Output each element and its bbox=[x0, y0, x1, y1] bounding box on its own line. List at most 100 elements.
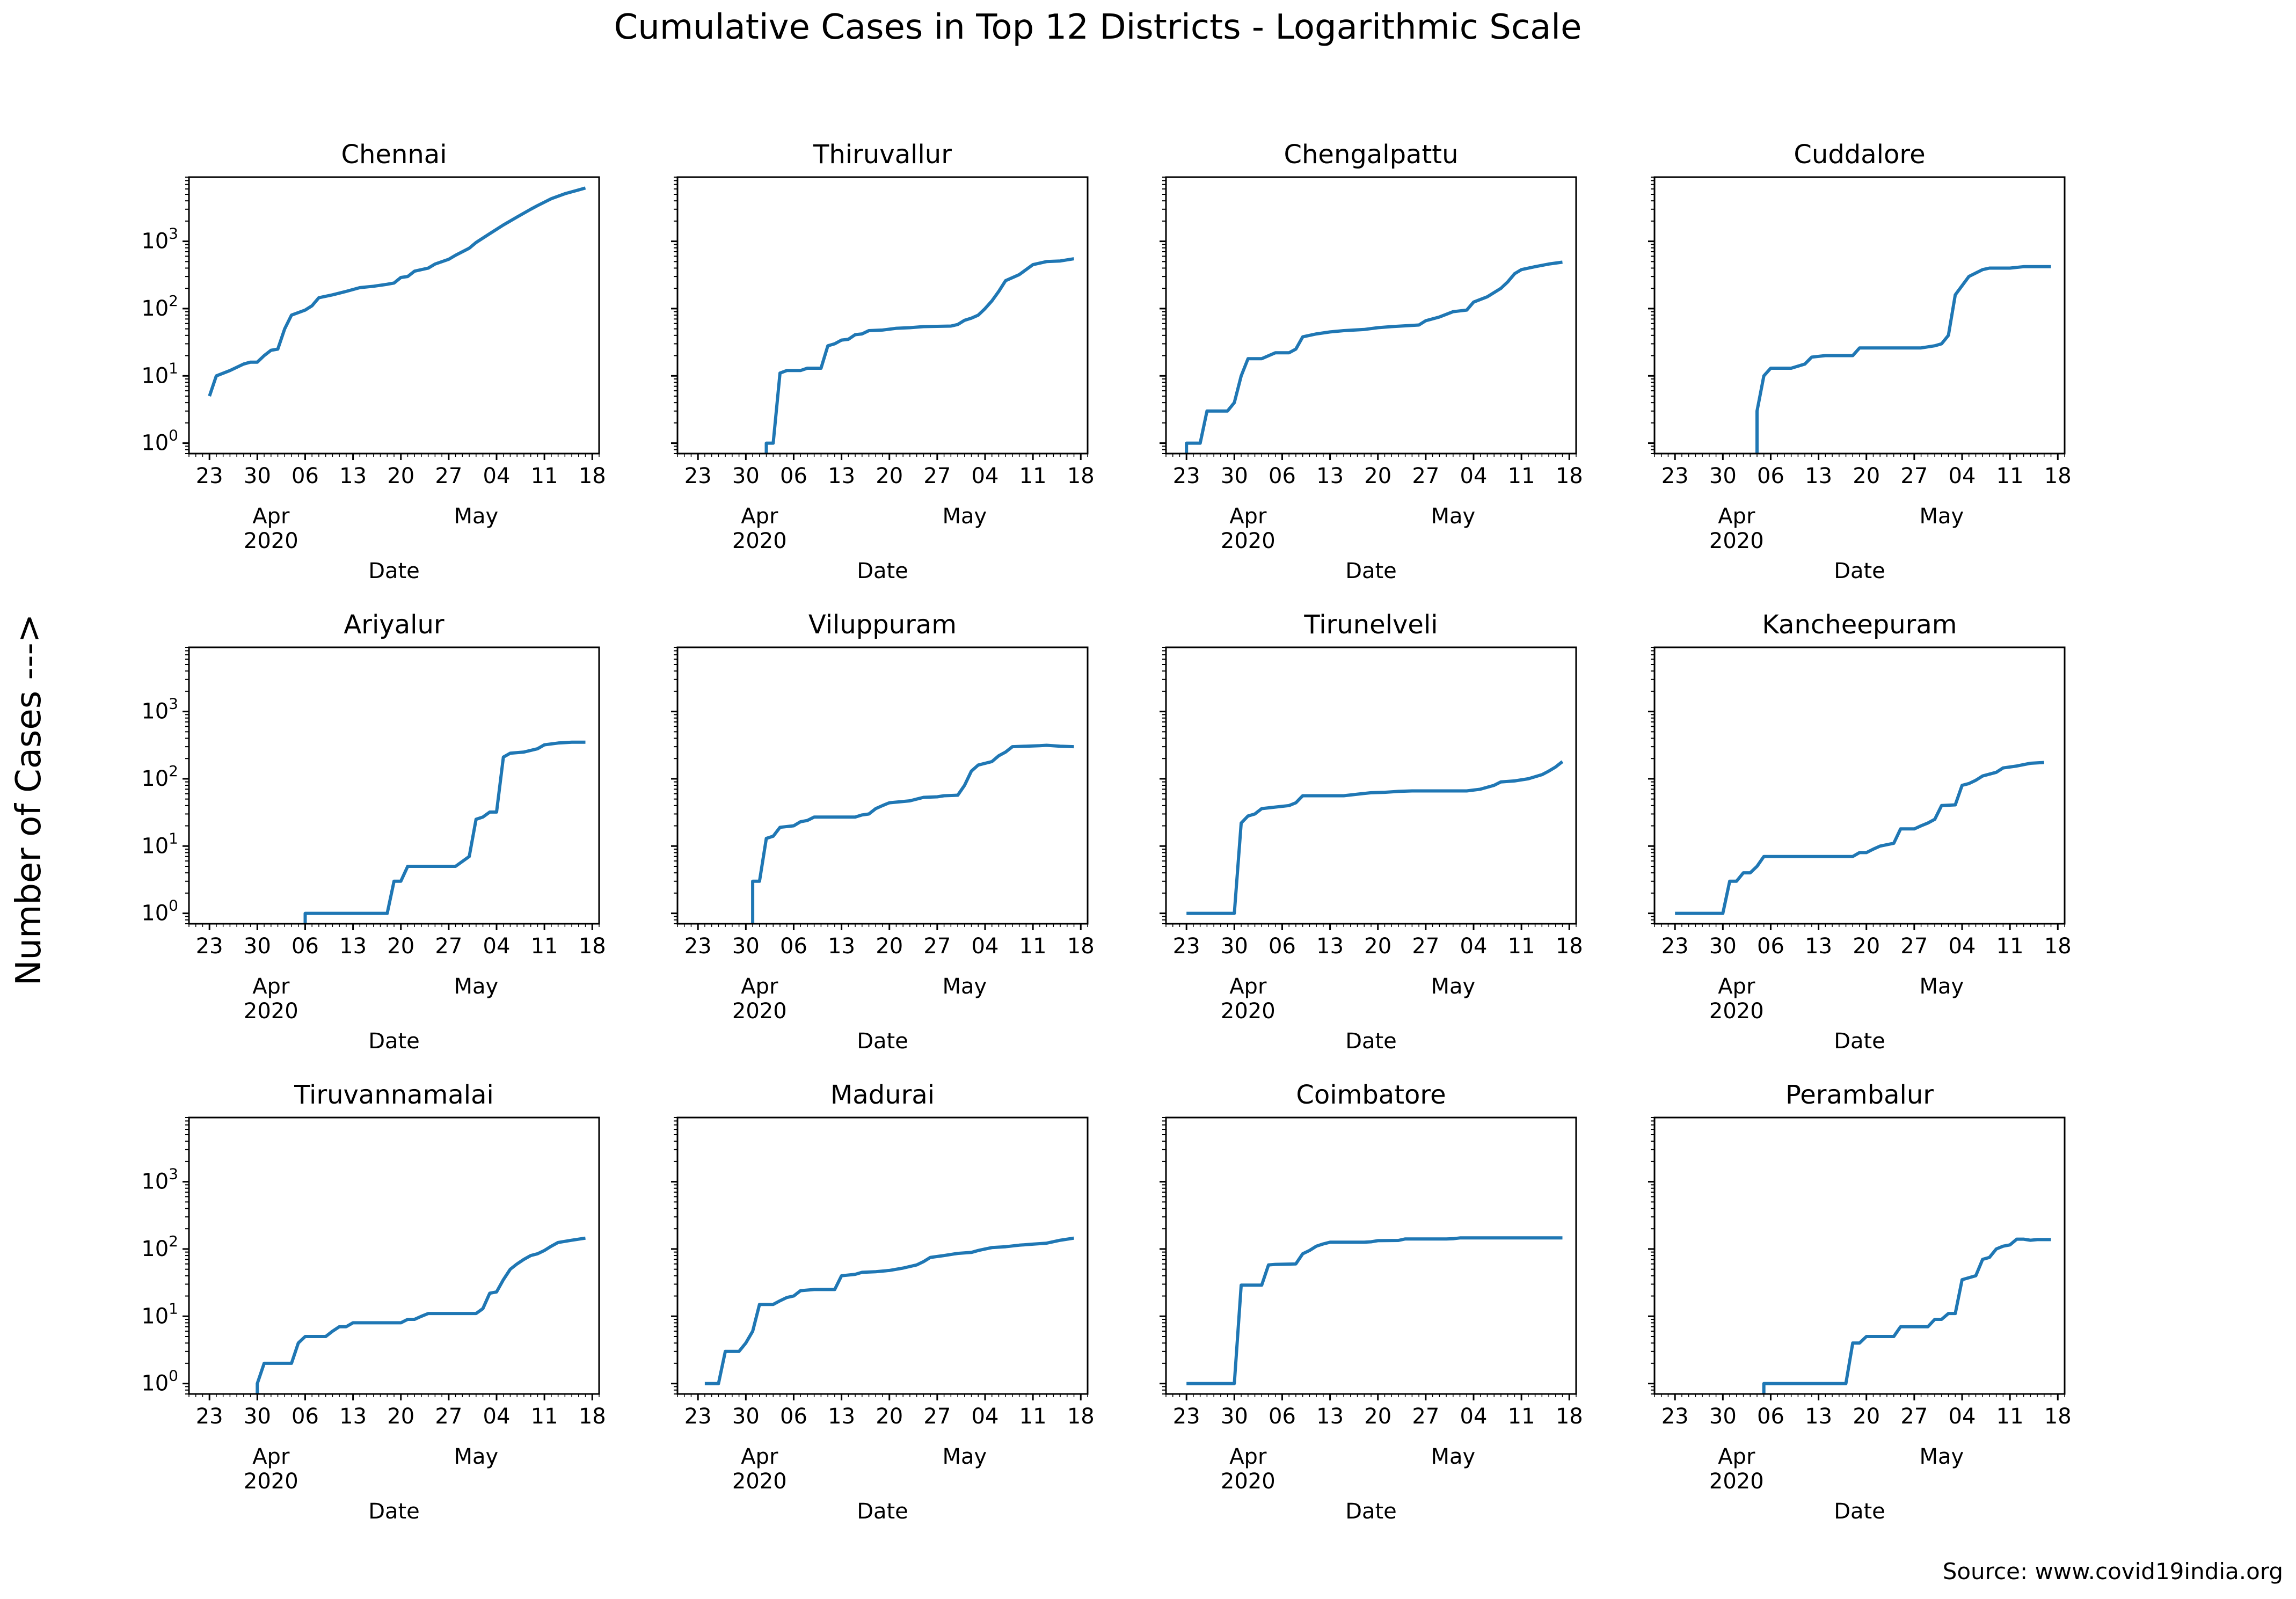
x-tick-label: 23 bbox=[684, 464, 712, 488]
x-tick-label: 18 bbox=[1556, 1404, 1583, 1429]
x-tick-label: 13 bbox=[1805, 934, 1832, 959]
month-label-may: May bbox=[1919, 1444, 1964, 1469]
x-tick-label: 27 bbox=[1900, 934, 1928, 959]
month-label-may: May bbox=[1919, 504, 1964, 529]
x-axis-label: Date bbox=[368, 1499, 420, 1524]
month-label-apr: Apr bbox=[252, 974, 290, 999]
y-tick-label: 103 bbox=[141, 695, 178, 724]
y-tick-label: 100 bbox=[141, 897, 178, 926]
subplot-ariyalur: Ariyalur 100 101 102 103 23 30 06 13 20 27 04 11 18 Ap… bbox=[141, 610, 606, 1054]
x-axis-label: Date bbox=[368, 1029, 420, 1054]
x-tick-label: 04 bbox=[972, 464, 999, 488]
x-axis-label: Date bbox=[857, 559, 908, 583]
x-tick-label: 13 bbox=[1316, 934, 1344, 959]
x-tick-label: 11 bbox=[1996, 1404, 2024, 1429]
x-tick-label: 23 bbox=[1661, 464, 1689, 488]
x-tick-label: 11 bbox=[531, 1404, 558, 1429]
data-line-cuddalore bbox=[1755, 265, 2051, 454]
data-line-kancheepuram bbox=[1675, 761, 2044, 915]
x-tick-label: 20 bbox=[876, 464, 903, 488]
x-tick-label: 04 bbox=[1460, 464, 1488, 488]
x-axis-label: Date bbox=[1345, 1499, 1397, 1524]
subplot-title: Viluppuram bbox=[808, 610, 957, 640]
x-tick-label: 20 bbox=[876, 934, 903, 959]
subplot-title: Ariyalur bbox=[344, 610, 444, 640]
x-tick-label: 18 bbox=[579, 934, 606, 959]
x-tick-label: 18 bbox=[1067, 1404, 1095, 1429]
x-tick-label: 18 bbox=[2044, 934, 2072, 959]
x-tick-label: 27 bbox=[435, 934, 462, 959]
y-tick-label: 103 bbox=[141, 1165, 178, 1194]
x-tick-label: 27 bbox=[1900, 464, 1928, 488]
year-label: 2020 bbox=[1221, 999, 1275, 1024]
subplot-title: Chennai bbox=[341, 140, 447, 170]
month-label-apr: Apr bbox=[741, 974, 778, 999]
x-tick-label: 06 bbox=[291, 934, 319, 959]
x-tick-label: 23 bbox=[1173, 1404, 1200, 1429]
x-tick-label: 13 bbox=[828, 1404, 855, 1429]
data-line-perambalur bbox=[1762, 1237, 2051, 1394]
y-tick-label: 103 bbox=[141, 225, 178, 254]
subplot-title: Perambalur bbox=[1785, 1080, 1934, 1110]
x-tick-label: 27 bbox=[1900, 1404, 1928, 1429]
x-tick-label: 20 bbox=[1853, 464, 1880, 488]
x-tick-label: 23 bbox=[1661, 934, 1689, 959]
x-tick-label: 06 bbox=[1269, 1404, 1296, 1429]
month-label-may: May bbox=[454, 504, 498, 529]
x-tick-label: 04 bbox=[972, 934, 999, 959]
month-label-apr: Apr bbox=[1229, 974, 1267, 999]
x-tick-label: 18 bbox=[2044, 1404, 2072, 1429]
subplot-title: Coimbatore bbox=[1296, 1080, 1446, 1110]
year-label: 2020 bbox=[732, 999, 787, 1024]
x-tick-label: 06 bbox=[780, 934, 807, 959]
y-tick-label: 102 bbox=[141, 762, 178, 791]
subplot-title: Tirunelveli bbox=[1303, 610, 1438, 640]
year-label: 2020 bbox=[1709, 1469, 1764, 1494]
subplot-title: Kancheepuram bbox=[1762, 610, 1957, 640]
subplot-chennai: Chennai 100 101 102 103 23 30 06 13 20 27 04 11 18 Apr… bbox=[141, 140, 606, 583]
y-tick-label: 102 bbox=[141, 1232, 178, 1261]
x-tick-label: 11 bbox=[1019, 934, 1047, 959]
x-tick-label: 20 bbox=[1364, 464, 1391, 488]
subplot-title: Tiruvannamalai bbox=[294, 1080, 494, 1110]
subplot-title: Madurai bbox=[830, 1080, 935, 1110]
month-label-apr: Apr bbox=[741, 504, 778, 529]
data-line-coimbatore bbox=[1186, 1236, 1563, 1385]
x-tick-label: 27 bbox=[1412, 1404, 1439, 1429]
x-tick-label: 06 bbox=[1757, 464, 1784, 488]
x-tick-label: 06 bbox=[291, 1404, 319, 1429]
month-label-apr: Apr bbox=[252, 1444, 290, 1469]
month-label-may: May bbox=[942, 504, 987, 529]
month-label-apr: Apr bbox=[741, 1444, 778, 1469]
x-tick-label: 30 bbox=[732, 934, 760, 959]
year-label: 2020 bbox=[1221, 1469, 1275, 1494]
year-label: 2020 bbox=[732, 1469, 787, 1494]
y-tick-label: 102 bbox=[141, 292, 178, 321]
x-tick-label: 18 bbox=[1556, 464, 1583, 488]
year-label: 2020 bbox=[244, 529, 298, 553]
data-line-ariyalur bbox=[303, 740, 586, 924]
x-tick-label: 20 bbox=[1853, 934, 1880, 959]
month-label-apr: Apr bbox=[1229, 504, 1267, 529]
x-tick-label: 27 bbox=[1412, 934, 1439, 959]
x-tick-label: 18 bbox=[1067, 464, 1095, 488]
x-tick-label: 11 bbox=[1019, 1404, 1047, 1429]
x-tick-label: 13 bbox=[339, 464, 367, 488]
x-tick-label: 27 bbox=[923, 934, 951, 959]
x-tick-label: 20 bbox=[387, 934, 414, 959]
month-label-may: May bbox=[942, 974, 987, 999]
x-tick-label: 30 bbox=[1709, 934, 1737, 959]
x-axis-label: Date bbox=[857, 1029, 908, 1054]
x-tick-label: 18 bbox=[1556, 934, 1583, 959]
x-axis-label: Date bbox=[1834, 559, 1885, 583]
x-tick-label: 04 bbox=[1949, 464, 1976, 488]
x-tick-label: 30 bbox=[244, 1404, 271, 1429]
data-line-thiruvallur bbox=[764, 257, 1074, 454]
x-tick-label: 13 bbox=[828, 464, 855, 488]
x-tick-label: 30 bbox=[1709, 1404, 1737, 1429]
